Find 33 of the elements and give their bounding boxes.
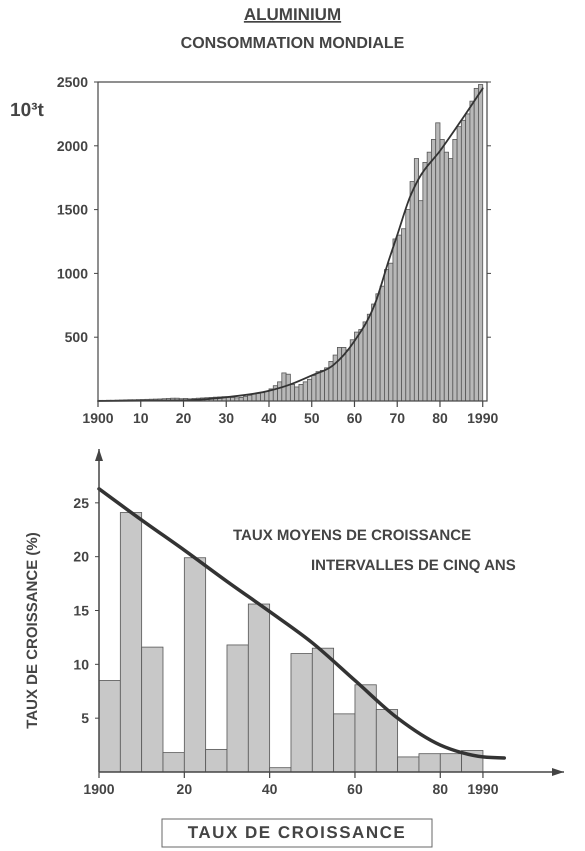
y-axis-title: TAUX DE CROISSANCE (%) [24,532,41,729]
x-tick-label: 40 [261,410,277,426]
annotation: INTERVALLES DE CINQ ANS [311,557,516,574]
annotation: TAUX MOYENS DE CROISSANCE [233,527,472,544]
y-tick-label: 2500 [56,74,88,90]
x-tick-label: 1900 [83,781,115,797]
x-tick-label: 1900 [82,410,114,426]
y-tick-label: 25 [73,494,90,511]
y-axis-title: 10³t [10,100,44,121]
x-tick-label: 10 [132,410,149,426]
x-tick-label: 40 [262,781,278,797]
y-tick-label: 5 [81,710,90,726]
chart-title: ALUMINIUM [244,5,342,24]
y-tick-label: 2000 [56,138,88,154]
y-tick-label: 20 [73,548,90,565]
x-tick-label: 80 [432,410,448,426]
x-tick-label: 60 [347,781,363,797]
x-tick-label: 80 [432,781,448,797]
x-tick-label: 20 [176,410,192,426]
x-tick-label: 70 [389,410,406,426]
x-tick-label: 20 [176,781,192,797]
y-tick-label: 10 [73,656,90,672]
chart-subtitle: CONSOMMATION MONDIALE [180,35,405,52]
y-tick-label: 1000 [56,265,88,282]
y-tick-label: 500 [64,329,88,346]
x-tick-label: 50 [304,410,320,426]
x-tick-label: 1990 [467,410,499,426]
y-tick-label: 1500 [56,202,88,218]
text: TAUX DE CROISSANCE [188,823,406,842]
x-tick-label: 60 [346,410,362,426]
x-tick-label: 1990 [467,781,499,797]
y-tick-label: 15 [73,602,90,618]
x-tick-label: 30 [218,410,234,426]
